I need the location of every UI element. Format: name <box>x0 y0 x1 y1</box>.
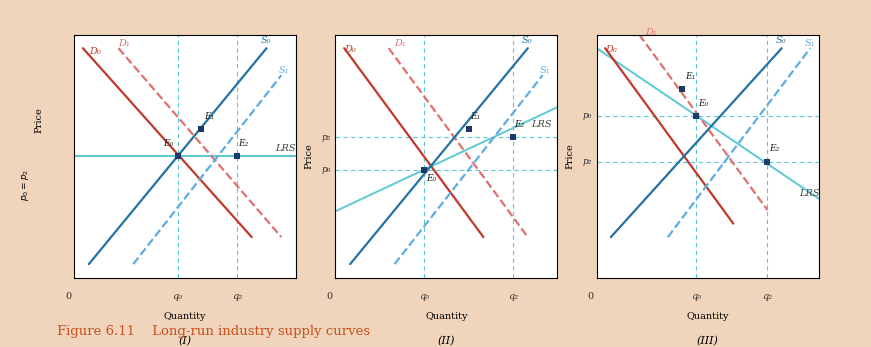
Text: Price: Price <box>304 143 314 169</box>
Text: D₁: D₁ <box>118 39 130 48</box>
Text: Quantity: Quantity <box>425 312 468 321</box>
Text: E₀: E₀ <box>163 139 173 148</box>
Text: E₁: E₁ <box>205 112 214 121</box>
Text: E₀: E₀ <box>698 99 708 108</box>
Text: p₀: p₀ <box>321 165 331 174</box>
Text: Price: Price <box>565 143 575 169</box>
Text: (I): (I) <box>179 336 192 346</box>
Text: S₁: S₁ <box>279 66 289 75</box>
Text: Quantity: Quantity <box>686 312 729 321</box>
Text: E₂: E₂ <box>239 139 248 148</box>
Text: S₁: S₁ <box>805 39 815 48</box>
Text: S₀: S₀ <box>522 36 532 45</box>
Text: $p_0 = p_2$: $p_0 = p_2$ <box>20 169 30 201</box>
Text: Figure 6.11    Long-run industry supply curves: Figure 6.11 Long-run industry supply cur… <box>57 325 370 338</box>
Text: q₀: q₀ <box>692 293 701 302</box>
Text: E₂: E₂ <box>515 120 524 129</box>
Text: D₁: D₁ <box>395 39 406 48</box>
Text: 0: 0 <box>588 293 594 302</box>
Text: p₂: p₂ <box>321 133 331 142</box>
Text: p₂: p₂ <box>583 157 592 166</box>
Text: D₀: D₀ <box>344 45 356 53</box>
Text: Price: Price <box>34 107 43 133</box>
Text: E₂: E₂ <box>769 144 780 153</box>
Text: E₁: E₁ <box>685 71 695 81</box>
Text: E₁: E₁ <box>470 112 480 121</box>
Text: 0: 0 <box>327 293 333 302</box>
Text: S₀: S₀ <box>260 36 271 45</box>
Text: D₀: D₀ <box>605 45 617 53</box>
Text: q₀: q₀ <box>172 293 183 302</box>
Text: LRS: LRS <box>275 144 296 153</box>
Text: E₀: E₀ <box>426 174 436 183</box>
Text: D₀: D₀ <box>89 47 100 56</box>
Text: Quantity: Quantity <box>164 312 206 321</box>
Text: (II): (II) <box>437 336 456 346</box>
Text: q₂: q₂ <box>232 293 242 302</box>
Text: (III): (III) <box>697 336 719 346</box>
Text: 0: 0 <box>65 293 71 302</box>
Text: q₀: q₀ <box>419 293 429 302</box>
Text: S₁: S₁ <box>540 66 550 75</box>
Text: S₀: S₀ <box>776 36 787 45</box>
Text: D₁: D₁ <box>645 28 657 37</box>
Text: LRS: LRS <box>530 120 551 129</box>
Text: LRS: LRS <box>799 188 820 197</box>
Text: q₂: q₂ <box>762 293 773 302</box>
Text: q₂: q₂ <box>508 293 518 302</box>
Text: p₀: p₀ <box>583 111 592 120</box>
